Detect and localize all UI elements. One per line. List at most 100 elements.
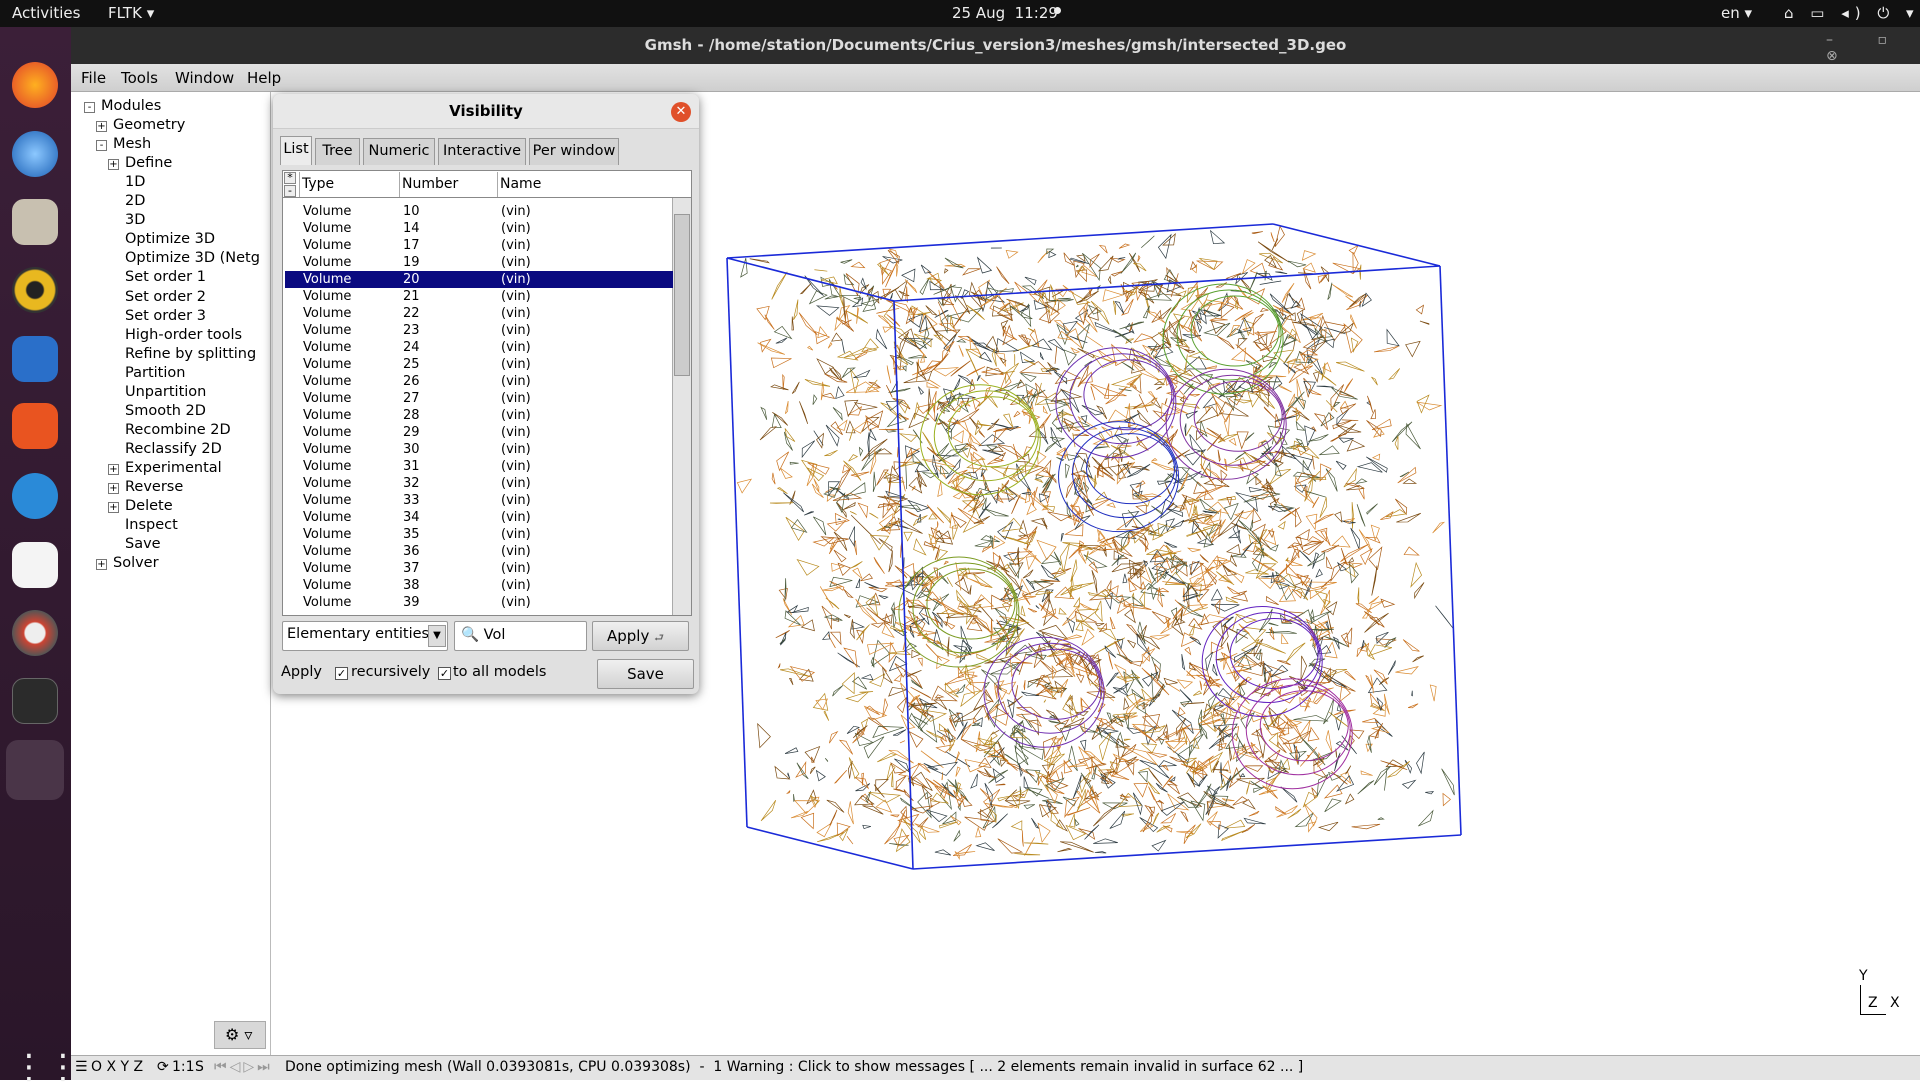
- tree-item[interactable]: Inspect: [125, 517, 178, 533]
- scrollbar[interactable]: [672, 198, 691, 615]
- tab[interactable]: Numeric: [363, 138, 435, 165]
- tree-expander[interactable]: +: [108, 464, 119, 475]
- rotate-button[interactable]: ⟳: [157, 1059, 169, 1075]
- settings-icon[interactable]: [12, 610, 58, 656]
- tree-item[interactable]: Define: [125, 155, 172, 171]
- tree-item[interactable]: Smooth 2D: [125, 403, 206, 419]
- thunderbird-icon[interactable]: [12, 131, 58, 177]
- files-icon[interactable]: [12, 199, 58, 245]
- system-tray[interactable]: ⌂ ▭ ◂) ⏻ ▾: [1784, 4, 1920, 22]
- close-button[interactable]: ✕: [671, 102, 691, 122]
- tree-item[interactable]: Delete: [125, 498, 173, 514]
- tree-item[interactable]: Solver: [113, 555, 159, 571]
- column-header[interactable]: Number: [399, 172, 497, 197]
- tree-expander[interactable]: +: [108, 502, 119, 513]
- gmsh-icon[interactable]: [6, 740, 64, 800]
- tab[interactable]: List: [280, 136, 312, 165]
- app-menu[interactable]: FLTK ▾: [108, 4, 154, 22]
- menu-item[interactable]: File: [81, 69, 106, 87]
- scale-button[interactable]: 1:1: [172, 1059, 195, 1075]
- status-menu[interactable]: ☰: [75, 1059, 88, 1075]
- playback-buttons[interactable]: ⏮◁▷⏭: [214, 1059, 273, 1075]
- tree-item[interactable]: Geometry: [113, 117, 185, 133]
- window-controls[interactable]: – ▫ ⊗: [1826, 32, 1920, 64]
- tab[interactable]: Per window: [529, 138, 619, 165]
- entity-type-select[interactable]: Elementary entities▼: [282, 621, 448, 651]
- tree-item[interactable]: Refine by splitting: [125, 346, 256, 362]
- writer-icon[interactable]: [12, 336, 58, 382]
- tree-item[interactable]: Set order 3: [125, 308, 206, 324]
- options-button[interactable]: ⚙ ▿: [214, 1021, 266, 1049]
- column-header[interactable]: Name: [497, 172, 691, 197]
- s-button[interactable]: S: [195, 1059, 204, 1075]
- view-buttons[interactable]: O X Y Z: [91, 1059, 143, 1075]
- tree-item[interactable]: Reclassify 2D: [125, 441, 222, 457]
- tree-item[interactable]: Partition: [125, 365, 185, 381]
- search-box[interactable]: 🔍 Vol: [454, 621, 587, 651]
- save-button[interactable]: Save: [597, 659, 694, 689]
- firefox-icon[interactable]: [12, 62, 58, 108]
- language[interactable]: en ▾: [1721, 4, 1752, 22]
- tree-item[interactable]: Optimize 3D: [125, 231, 215, 247]
- tree-item[interactable]: Modules: [101, 98, 161, 114]
- clock[interactable]: 25 Aug 11:29: [952, 4, 1058, 22]
- rhythmbox-icon[interactable]: [12, 267, 58, 313]
- tree-expander[interactable]: +: [96, 559, 107, 570]
- recursively-checkbox[interactable]: ✓: [335, 667, 348, 680]
- tree-item[interactable]: Optimize 3D (Netg: [125, 250, 260, 266]
- tree-item[interactable]: Recombine 2D: [125, 422, 231, 438]
- editor-icon[interactable]: [12, 542, 58, 588]
- column-header[interactable]: Type: [299, 172, 397, 197]
- menu-item[interactable]: Help: [247, 69, 281, 87]
- tree-item[interactable]: Set order 2: [125, 289, 206, 305]
- apply-button[interactable]: Apply ⮐: [592, 621, 689, 651]
- tree-item[interactable]: Save: [125, 536, 161, 552]
- header-button[interactable]: -: [284, 185, 296, 197]
- activities[interactable]: Activities: [12, 4, 80, 22]
- to-all-models-checkbox[interactable]: ✓: [438, 667, 451, 680]
- tab[interactable]: Tree: [315, 138, 360, 165]
- help-icon[interactable]: [12, 473, 58, 519]
- status-message[interactable]: Done optimizing mesh (Wall 0.0393081s, C…: [285, 1059, 1303, 1075]
- tree-item[interactable]: High-order tools: [125, 327, 242, 343]
- show-applications[interactable]: ⋮⋮: [12, 1044, 58, 1090]
- tab[interactable]: Interactive: [438, 138, 526, 165]
- tree-item[interactable]: 1D: [125, 174, 145, 190]
- tree-item[interactable]: 2D: [125, 193, 145, 209]
- tree-expander[interactable]: +: [96, 121, 107, 132]
- tree-expander[interactable]: -: [84, 102, 95, 113]
- tree-expander[interactable]: +: [108, 159, 119, 170]
- tree-expander[interactable]: +: [108, 483, 119, 494]
- tree-item[interactable]: Reverse: [125, 479, 183, 495]
- tree-item[interactable]: Unpartition: [125, 384, 206, 400]
- tree-item[interactable]: Set order 1: [125, 269, 206, 285]
- tree-expander[interactable]: -: [96, 140, 107, 151]
- tree-item[interactable]: Experimental: [125, 460, 222, 476]
- software-icon[interactable]: [12, 403, 58, 449]
- menu-item[interactable]: Window: [175, 69, 234, 87]
- menu-item[interactable]: Tools: [121, 69, 158, 87]
